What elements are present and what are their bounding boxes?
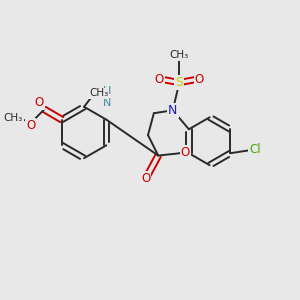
Text: O: O [194,73,204,85]
Text: CH₃: CH₃ [89,88,108,98]
Text: S: S [175,76,183,89]
Text: CH₃: CH₃ [169,50,189,60]
Text: H
N: H N [103,86,111,108]
Text: O: O [34,96,44,109]
Text: CH₃: CH₃ [4,113,23,123]
Text: O: O [155,73,164,85]
Text: Cl: Cl [249,143,261,156]
Text: O: O [26,119,35,132]
Text: O: O [181,146,190,159]
Text: O: O [141,172,150,184]
Text: N: N [168,104,178,117]
